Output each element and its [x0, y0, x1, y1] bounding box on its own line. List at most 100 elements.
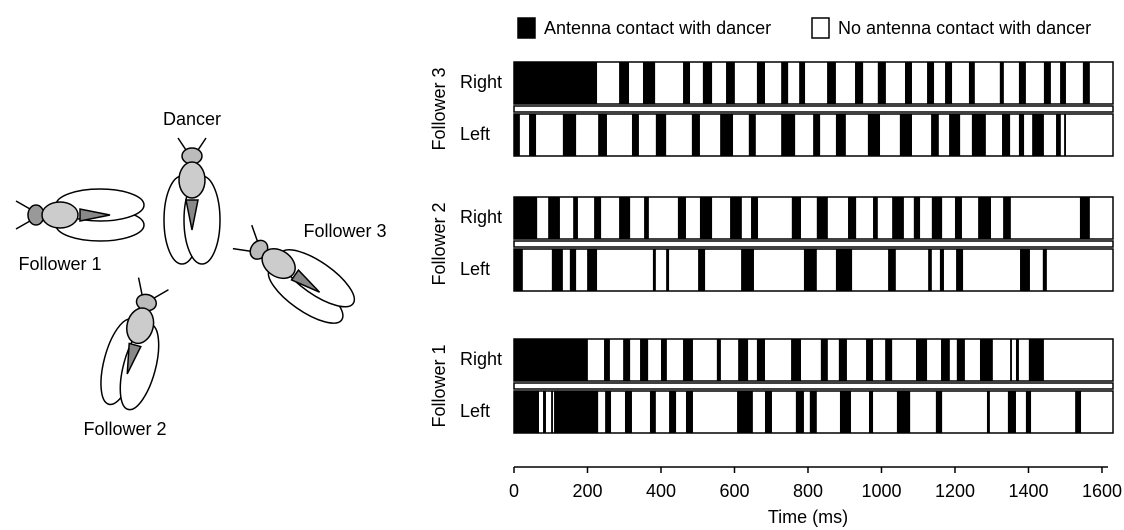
row-label: Right — [460, 72, 502, 92]
row-frame — [513, 196, 1114, 240]
contact-interval — [751, 197, 759, 239]
legend-swatch — [517, 17, 536, 39]
group-label: Follower 3 — [429, 67, 449, 150]
contact-interval — [1002, 114, 1011, 156]
contact-interval — [1028, 339, 1044, 381]
contact-interval — [1032, 114, 1044, 156]
contact-interval — [644, 197, 649, 239]
row-label: Left — [460, 124, 490, 144]
contact-interval — [949, 114, 961, 156]
contact-interval — [931, 114, 939, 156]
contact-interval — [1020, 249, 1030, 291]
contact-interval — [619, 62, 630, 104]
group-divider — [513, 240, 1114, 248]
contact-interval — [1007, 391, 1016, 433]
contact-interval — [756, 339, 765, 381]
contact-interval — [892, 197, 904, 239]
contact-interval — [791, 197, 802, 239]
contact-interval — [781, 62, 789, 104]
contact-interval — [1010, 339, 1012, 381]
contact-interval — [816, 197, 828, 239]
fly-label: Follower 1 — [18, 254, 101, 274]
x-tick-label: 0 — [509, 481, 519, 501]
contact-interval — [839, 391, 851, 433]
contact-interval — [573, 197, 578, 239]
fly-illustration — [15, 137, 356, 411]
contact-interval — [514, 197, 538, 239]
row-label: Right — [460, 207, 502, 227]
contact-interval — [1003, 197, 1011, 239]
contact-interval — [748, 114, 756, 156]
contact-interval — [660, 339, 667, 381]
contact-interval — [623, 339, 631, 381]
contact-interval — [594, 197, 602, 239]
contact-interval — [702, 62, 713, 104]
contact-interval — [1018, 62, 1026, 104]
row-frame — [513, 338, 1114, 382]
contact-interval — [543, 391, 546, 433]
contact-interval — [514, 391, 539, 433]
contact-interval — [888, 249, 896, 291]
contact-interval — [1018, 114, 1025, 156]
contact-interval — [652, 249, 656, 291]
contact-interval — [642, 62, 656, 104]
x-tick-label: 600 — [719, 481, 749, 501]
fly-label: Dancer — [163, 109, 221, 129]
contact-interval — [799, 62, 806, 104]
contact-interval — [848, 197, 857, 239]
follower1-fly — [15, 188, 145, 242]
fly-label: Follower 2 — [83, 419, 166, 439]
x-tick-label: 400 — [646, 481, 676, 501]
contact-interval — [569, 249, 577, 291]
contact-interval — [1079, 197, 1090, 239]
contact-interval — [726, 62, 735, 104]
contact-interval — [905, 62, 912, 104]
contact-interval — [795, 391, 804, 433]
legend-swatch — [811, 17, 830, 39]
contact-interval — [927, 62, 935, 104]
contact-interval — [1060, 62, 1066, 104]
contact-interval — [813, 114, 821, 156]
contact-interval — [737, 391, 753, 433]
contact-interval — [791, 339, 802, 381]
contact-interval — [868, 391, 874, 433]
contact-interval — [649, 391, 656, 433]
contact-interval — [598, 114, 607, 156]
contact-interval — [838, 339, 847, 381]
contact-interval — [1015, 339, 1019, 381]
contact-interval — [514, 339, 588, 381]
contact-interval — [956, 339, 965, 381]
x-tick-label: 1600 — [1082, 481, 1122, 501]
contact-interval — [827, 62, 836, 104]
legend-label: No antenna contact with dancer — [838, 18, 1091, 38]
contact-interval — [764, 391, 772, 433]
contact-interval — [640, 339, 649, 381]
contact-interval — [624, 391, 632, 433]
contact-interval — [554, 391, 599, 433]
contact-interval — [835, 249, 853, 291]
contact-interval — [935, 391, 943, 433]
contact-interval — [978, 197, 991, 239]
contact-interval — [562, 114, 577, 156]
row-label: Left — [460, 259, 490, 279]
group-divider — [513, 105, 1114, 113]
contact-interval — [1064, 114, 1066, 156]
group-divider — [513, 382, 1114, 390]
contact-interval — [1043, 62, 1051, 104]
contact-interval — [738, 339, 749, 381]
contact-interval — [968, 62, 975, 104]
x-tick-label: 1000 — [861, 481, 901, 501]
contact-interval — [666, 249, 670, 291]
contact-interval — [803, 249, 817, 291]
contact-interval — [587, 249, 598, 291]
contact-interval — [1082, 62, 1090, 104]
contact-interval — [867, 114, 881, 156]
contact-interval — [716, 339, 721, 381]
fly-label: Follower 3 — [303, 221, 386, 241]
contact-interval — [956, 249, 964, 291]
contact-interval — [999, 62, 1004, 104]
contact-interval — [916, 339, 928, 381]
row-frame — [513, 61, 1114, 105]
contact-interval — [1075, 391, 1082, 433]
